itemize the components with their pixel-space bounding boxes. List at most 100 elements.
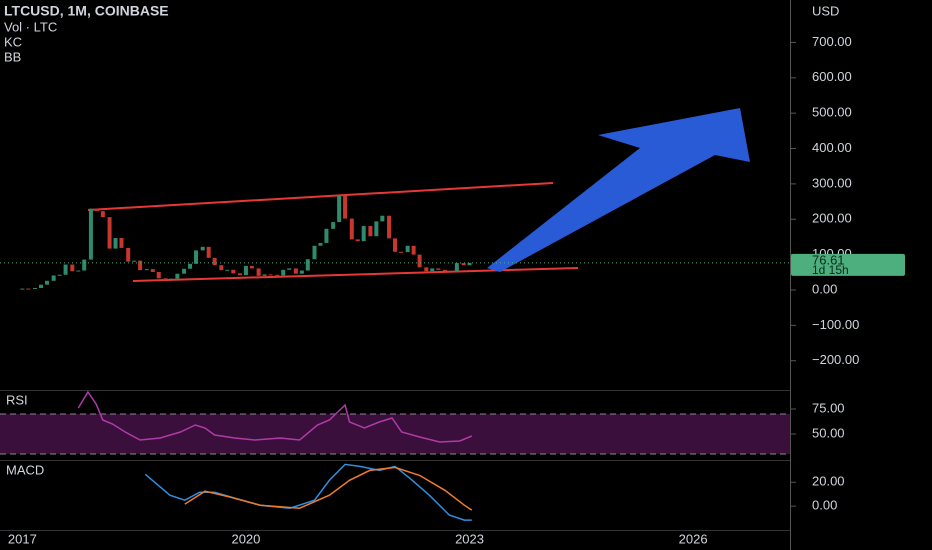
candle <box>33 287 38 289</box>
y-tick-label: 20.00 <box>812 474 845 489</box>
candle <box>448 270 453 272</box>
candle <box>324 228 329 243</box>
y-tick-label: 0.00 <box>812 281 837 296</box>
candle <box>393 238 397 252</box>
candle <box>163 278 168 280</box>
candle <box>57 274 62 276</box>
price-label-box <box>791 253 905 276</box>
candle <box>424 267 429 272</box>
candle <box>299 270 304 274</box>
pane-title: MACD <box>6 462 44 477</box>
candle <box>268 274 273 276</box>
y-tick-label: 200.00 <box>812 211 852 226</box>
candle <box>411 245 416 255</box>
candle <box>312 245 317 260</box>
candle <box>138 260 143 271</box>
indicator-label: Vol · LTC <box>4 19 57 34</box>
candle <box>442 269 447 272</box>
x-tick-label: 2026 <box>679 531 708 546</box>
candle <box>293 268 298 274</box>
plot-area <box>0 108 790 521</box>
candle <box>243 265 248 276</box>
trend-line <box>132 267 579 282</box>
candle <box>144 269 149 271</box>
candle <box>368 225 373 237</box>
candle <box>206 246 211 258</box>
indicator-line <box>144 463 472 521</box>
candle <box>132 260 137 262</box>
y-tick-label: 50.00 <box>812 425 845 440</box>
candle <box>194 250 199 264</box>
candle <box>219 265 224 271</box>
y-tick-label: 75.00 <box>812 400 845 415</box>
candle <box>200 246 205 251</box>
y-tick-label: 300.00 <box>812 175 852 190</box>
candle <box>70 264 75 272</box>
countdown-label: 1d 15h <box>812 263 849 277</box>
candle <box>355 239 360 242</box>
x-tick-label: 2020 <box>231 531 260 546</box>
candle <box>51 275 56 281</box>
candle <box>88 208 93 260</box>
axis-unit: USD <box>812 3 839 18</box>
pane-title: RSI <box>6 392 28 407</box>
candle <box>467 262 472 266</box>
candle <box>26 288 31 290</box>
candle <box>454 263 459 271</box>
candle <box>188 263 193 269</box>
x-tick-label: 2017 <box>8 531 37 546</box>
candle <box>182 268 187 274</box>
price-label: 76.61 <box>812 252 845 267</box>
candle <box>212 257 217 266</box>
candle <box>175 273 180 279</box>
candle <box>38 284 43 288</box>
candle <box>76 270 81 272</box>
candle <box>126 247 131 262</box>
candle <box>249 265 254 269</box>
indicator-line <box>77 390 473 443</box>
rsi-band <box>0 414 790 454</box>
candle <box>237 273 242 276</box>
candle <box>119 237 124 248</box>
candle <box>63 264 68 275</box>
symbol-title: LTCUSD, 1M, COINBASE <box>4 3 169 19</box>
candle <box>107 217 112 249</box>
candle <box>436 268 441 270</box>
y-tick-label: 400.00 <box>812 140 852 155</box>
candle <box>20 288 25 290</box>
candle <box>430 268 435 272</box>
candle <box>417 254 422 268</box>
candle <box>100 211 105 218</box>
candle <box>361 225 366 242</box>
candle <box>281 269 286 276</box>
y-tick-label: 700.00 <box>812 34 852 49</box>
indicator-label: KC <box>4 34 22 49</box>
candle <box>331 222 336 229</box>
candle <box>156 271 161 279</box>
candle <box>398 251 403 253</box>
y-tick-label: −100.00 <box>812 317 859 332</box>
candle <box>374 221 379 237</box>
indicator-line <box>184 466 473 511</box>
candle <box>380 215 385 222</box>
y-tick-label: 0.00 <box>812 498 837 513</box>
candle <box>225 269 230 271</box>
candle <box>275 274 280 276</box>
candle <box>44 280 49 285</box>
y-tick-label: −200.00 <box>812 352 859 367</box>
candle <box>305 259 310 271</box>
candle <box>150 269 155 272</box>
candle <box>287 268 292 270</box>
candle <box>318 242 323 246</box>
candle <box>387 215 392 239</box>
trend-line <box>87 182 554 211</box>
candle <box>461 263 466 266</box>
candle <box>349 218 354 240</box>
candle <box>113 237 118 249</box>
arrow <box>487 108 750 272</box>
y-tick-label: 500.00 <box>812 105 852 120</box>
candle <box>169 278 174 280</box>
candle <box>231 269 236 274</box>
